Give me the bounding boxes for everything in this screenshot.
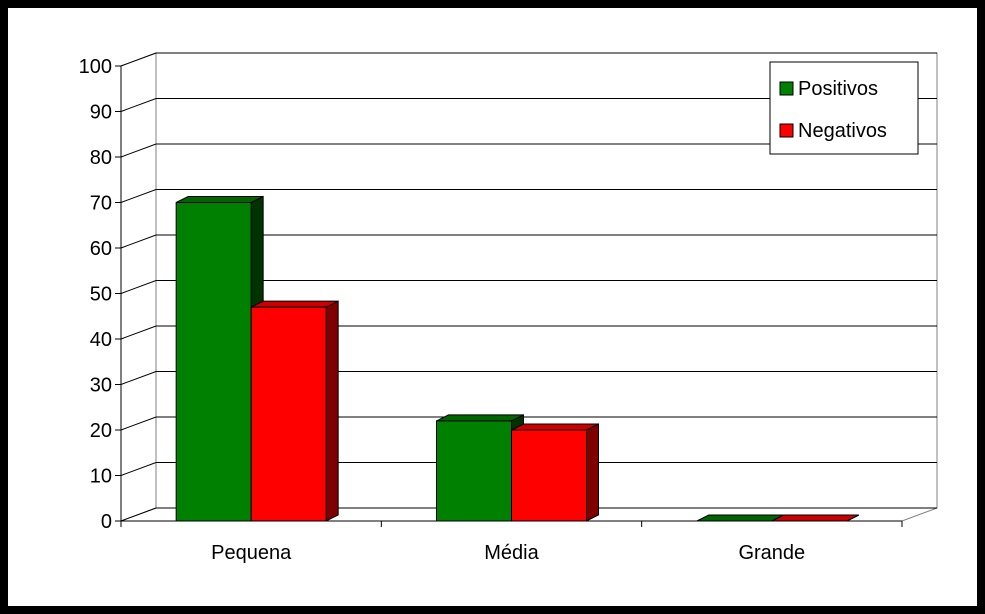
x-tick-label: Pequena — [211, 542, 292, 564]
legend-label: Negativos — [798, 120, 887, 142]
bar-side-face — [325, 300, 339, 522]
gridline — [120, 507, 937, 522]
bar-front-face — [250, 306, 327, 522]
y-tick-label: 10 — [90, 466, 112, 488]
legend-box — [769, 61, 919, 155]
bar-side-face — [586, 423, 599, 522]
bar-chart: 0 10 20 30 40 50 60 70 80 90 100 Pequena Média Grande… — [79, 52, 938, 564]
chart-area: 0 10 20 30 40 50 60 70 80 90 100 Pequena Média Grande… — [7, 7, 978, 607]
bar-top-face — [436, 414, 524, 422]
y-tick-label: 60 — [90, 238, 112, 260]
bar-positivos-pequena — [175, 195, 264, 522]
y-tick-label: 80 — [90, 147, 112, 169]
gridline — [120, 325, 937, 340]
y-tick-label: 40 — [90, 329, 112, 351]
gridline — [120, 280, 937, 294]
bar-top-face — [511, 423, 599, 431]
bar-negativos-grande — [771, 514, 860, 522]
y-tick-label: 70 — [90, 193, 112, 215]
bar-front-face — [175, 202, 252, 522]
bar-top-face — [175, 196, 264, 203]
y-tick-label: 90 — [90, 102, 112, 124]
bar-top-face — [696, 514, 785, 522]
bar-positivos-média — [436, 414, 524, 522]
y-tick-label: 20 — [90, 420, 112, 442]
x-tick-label: Grande — [738, 542, 805, 564]
bar-front-face — [511, 429, 587, 522]
bar-negativos-média — [511, 423, 599, 522]
x-tick-label: Média — [484, 542, 539, 564]
legend-swatch — [779, 81, 794, 96]
gridline — [120, 416, 937, 431]
gridline — [120, 52, 937, 67]
bar-positivos-grande — [696, 514, 785, 522]
y-tick-label: 100 — [79, 56, 112, 78]
bar-top-face — [771, 514, 860, 522]
y-tick-label: 30 — [90, 375, 112, 397]
gridline — [120, 143, 937, 158]
gridline — [120, 462, 937, 476]
legend-swatch — [779, 123, 794, 138]
legend-label: Positivos — [798, 78, 878, 100]
gridline — [120, 234, 937, 249]
y-tick-label: 50 — [90, 284, 112, 306]
y-tick-label: 0 — [101, 511, 112, 533]
gridline — [120, 189, 937, 203]
gridline — [120, 371, 937, 385]
gridline — [120, 98, 937, 112]
bar-front-face — [436, 420, 512, 522]
bar-negativos-pequena — [250, 300, 339, 522]
bar-top-face — [250, 300, 339, 308]
